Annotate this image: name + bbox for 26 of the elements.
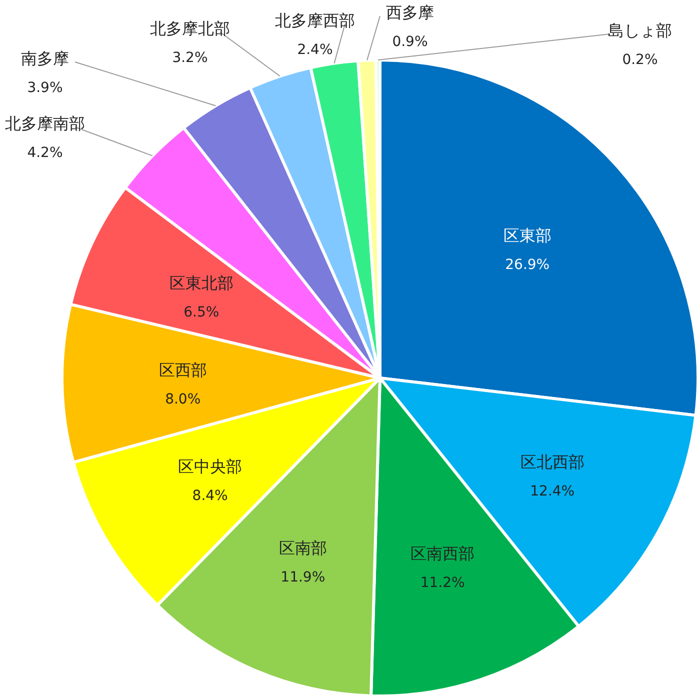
data-label: 8.0% <box>165 391 201 408</box>
slice-label: 区北西部 <box>520 452 584 472</box>
slice-label: 区南西部 <box>410 544 475 563</box>
slice-label: 北多摩南部 <box>5 114 85 133</box>
slice-label: 北多摩北部 <box>150 19 230 38</box>
slice-label: 南多摩 <box>21 49 69 68</box>
slice-label: 北多摩西部 <box>275 11 355 30</box>
slice-label: 区東北部 <box>169 273 234 292</box>
data-label: 3.9% <box>27 80 63 96</box>
data-label: 11.2% <box>420 574 465 591</box>
data-label: 3.2% <box>172 50 208 66</box>
data-label: 6.5% <box>184 304 220 320</box>
slice-label: 区西部 <box>158 360 207 380</box>
slice-label: 西多摩 <box>386 3 434 22</box>
data-label: 0.9% <box>392 34 428 50</box>
slice-label: 島しょ部 <box>608 21 672 40</box>
slice-label: 区東部 <box>503 226 552 246</box>
slice-label: 区中央部 <box>178 457 242 476</box>
data-label: 26.9% <box>505 257 550 274</box>
data-label: 11.9% <box>280 569 326 586</box>
data-label: 12.4% <box>530 484 575 500</box>
data-label: 2.4% <box>297 42 333 58</box>
data-label: 0.2% <box>622 52 658 68</box>
data-label: 4.2% <box>27 145 63 161</box>
data-label: 8.4% <box>192 488 228 504</box>
slice-label: 区南部 <box>278 538 327 558</box>
